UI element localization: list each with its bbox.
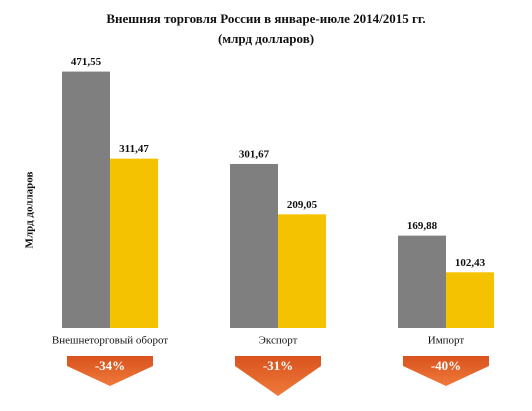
value-label: 311,47 xyxy=(119,143,149,155)
bar xyxy=(398,235,446,328)
x-tick-label: Внешнеторговый оборот xyxy=(52,335,168,347)
bar xyxy=(230,163,278,328)
chart-subtitle: (млрд долларов) xyxy=(218,31,314,46)
chart-title: Внешняя торговля России в январе-июле 20… xyxy=(106,11,425,26)
value-label: 169,88 xyxy=(407,220,438,232)
annotation-arrow xyxy=(403,356,489,386)
value-label: 301,67 xyxy=(239,148,270,160)
bar xyxy=(446,272,494,328)
y-axis-label: Млрд долларов xyxy=(24,171,36,248)
x-tick-label: Экспорт xyxy=(259,335,298,347)
bar xyxy=(110,158,158,328)
value-label: 471,55 xyxy=(71,56,102,68)
bar xyxy=(278,214,326,328)
annotation-arrow xyxy=(235,356,321,396)
x-tick-label: Импорт xyxy=(428,335,465,347)
annotation-arrow xyxy=(67,356,153,386)
value-label: 102,43 xyxy=(455,257,486,269)
annotation: -34% xyxy=(95,358,125,373)
annotation: -40% xyxy=(431,358,461,373)
bar xyxy=(62,71,110,328)
annotation: -31% xyxy=(263,358,293,373)
value-label: 209,05 xyxy=(287,199,318,211)
